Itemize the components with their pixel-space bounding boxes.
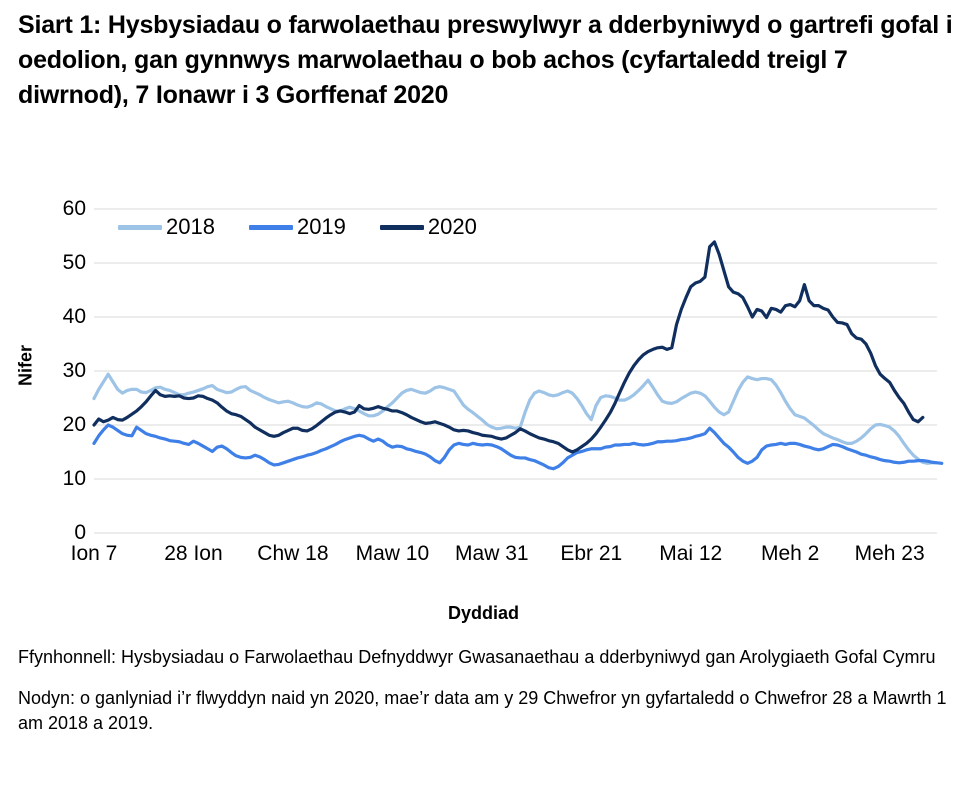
y-tick-label-20: 20 [62, 413, 86, 436]
x-axis-title: Dyddiad [447, 603, 519, 623]
footnote: Nodyn: o ganlyniad i’r flwyddyn naid yn … [18, 688, 947, 733]
chart-figure: 0 10 20 30 40 50 60 Ion 7 28 Ion Chw 18 Maw 10 Maw… [0, 190, 967, 635]
x-tick-label-7: Meh 2 [760, 542, 820, 565]
y-tick-label-10: 10 [62, 467, 86, 490]
page-title: Siart 1: Hysbysiadau o farwolaethau pres… [18, 11, 953, 109]
y-tick-label-30: 30 [62, 359, 86, 382]
y-tick-label-60: 60 [62, 197, 86, 220]
y-tick-label-50: 50 [62, 251, 86, 274]
legend-swatch-2018 [118, 224, 162, 230]
legend-item-2019[interactable]: 2019 [248, 214, 346, 239]
chart-plot-svg [92, 208, 944, 534]
chart-legend: 2018 2019 2020 [118, 216, 477, 238]
source-note: Ffynhonnell: Hysbysiadau o Farwolaethau … [18, 647, 936, 667]
chart-gridlines [94, 208, 937, 534]
series-line-2020 [92, 240, 925, 454]
x-tick-label-4: Maw 31 [455, 542, 529, 565]
chart-notes: Ffynhonnell: Hysbysiadau o Farwolaethau … [18, 645, 958, 752]
x-tick-label-3: Maw 10 [355, 542, 430, 565]
x-tick-label-5: Ebr 21 [560, 542, 623, 565]
legend-swatch-2020 [379, 224, 424, 230]
legend-swatch-2019 [248, 224, 293, 230]
legend-label-2020: 2020 [427, 214, 477, 239]
legend-label-2019: 2019 [296, 214, 346, 239]
x-tick-label-8: Meh 23 [854, 542, 925, 565]
x-tick-label-1: 28 Ion [164, 542, 223, 565]
y-axis-title: Nifer [15, 345, 36, 387]
x-tick-label-0: Ion 7 [70, 542, 118, 565]
legend-item-2018[interactable]: 2018 [118, 216, 215, 238]
x-tick-label-2: Chw 18 [257, 542, 329, 565]
chart-series-lines [92, 240, 944, 471]
y-tick-label-40: 40 [62, 305, 86, 328]
series-line-2019 [92, 423, 944, 471]
legend-item-2020[interactable]: 2020 [379, 214, 477, 239]
x-tick-label-6: Mai 12 [659, 542, 723, 565]
series-line-2018 [92, 372, 939, 465]
legend-label-2018: 2018 [166, 214, 215, 239]
y-tick-label-0: 0 [74, 521, 86, 544]
